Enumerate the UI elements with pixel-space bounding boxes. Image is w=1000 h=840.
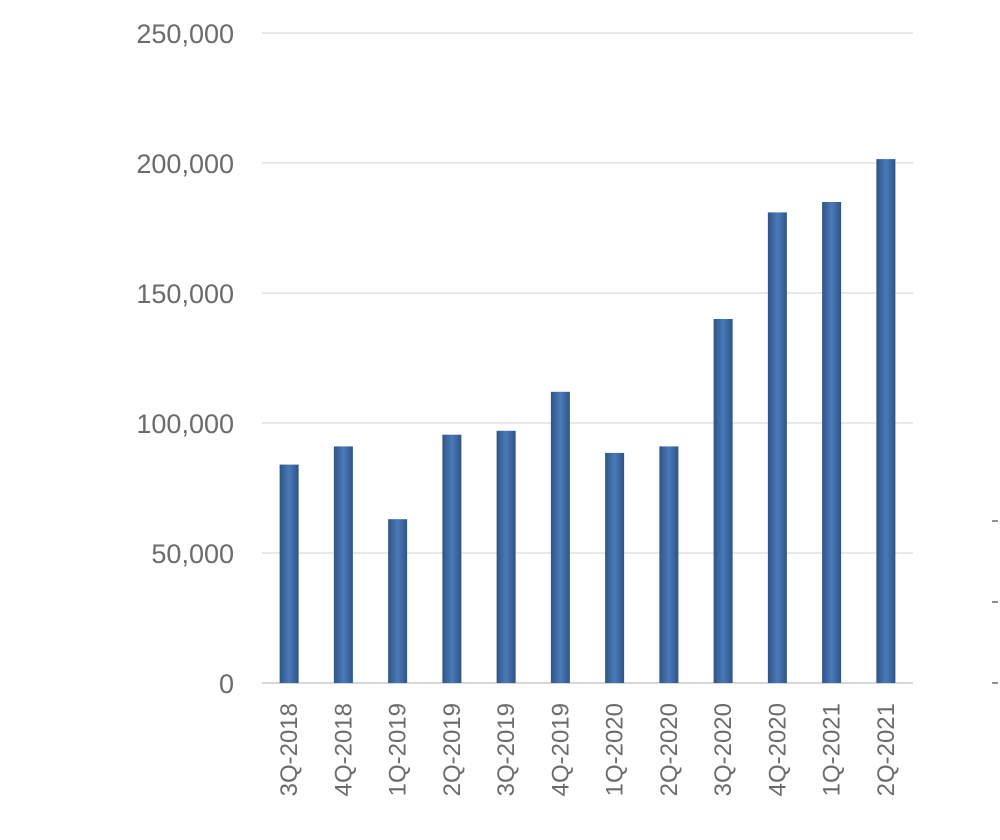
y-axis-tick-labels: 0 50,000 100,000 150,000 200,000 250,000 (136, 19, 234, 699)
y-tick-label: 250,000 (136, 19, 234, 49)
y-tick-label: 50,000 (151, 539, 234, 569)
gridlines (262, 32, 913, 684)
x-tick-label: 1Q-2020 (602, 703, 629, 796)
bar-4Q-2020 (767, 212, 787, 683)
x-tick-label: 3Q-2018 (276, 703, 303, 796)
y-tick-label: 150,000 (136, 279, 234, 309)
bar-3Q-2019 (496, 430, 516, 683)
bar-1Q-2021 (822, 202, 842, 683)
x-axis-tick-labels: 3Q-2018 4Q-2018 1Q-2019 2Q-2019 3Q-2019 4Q-20… (276, 703, 900, 796)
x-tick-label: 1Q-2021 (819, 703, 846, 796)
x-tick-label: 1Q-2019 (385, 703, 412, 796)
x-tick-label: 3Q-2020 (710, 703, 737, 796)
y-tick-label: 100,000 (136, 409, 234, 439)
y-tick-label: 200,000 (136, 149, 234, 179)
y-tick-label: 0 (219, 669, 234, 699)
bar-2Q-2020 (659, 446, 679, 683)
bar-2Q-2019 (442, 434, 462, 683)
bar-2Q-2021 (876, 159, 896, 684)
bar-1Q-2019 (388, 519, 408, 683)
x-tick-label: 3Q-2019 (493, 703, 520, 796)
bar-3Q-2020 (713, 319, 733, 683)
bar-4Q-2019 (550, 391, 570, 683)
x-tick-label: 2Q-2021 (873, 703, 900, 796)
x-tick-label: 4Q-2020 (764, 703, 791, 796)
secondary-axis-stub (992, 520, 998, 684)
bar-1Q-2020 (605, 452, 625, 683)
x-tick-label: 4Q-2019 (547, 703, 574, 796)
x-tick-label: 2Q-2020 (656, 703, 683, 796)
bars (279, 159, 896, 684)
x-tick-label: 4Q-2018 (330, 703, 357, 796)
bar-3Q-2018 (279, 464, 299, 683)
bar-4Q-2018 (333, 446, 353, 683)
x-tick-label: 2Q-2019 (439, 703, 466, 796)
